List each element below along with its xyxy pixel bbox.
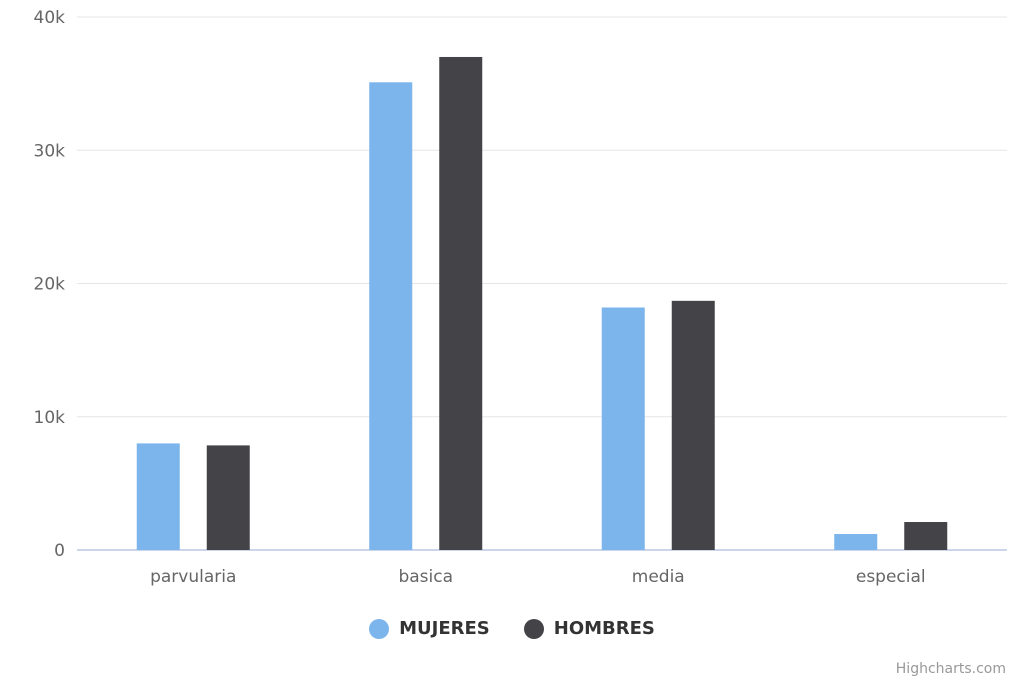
y-tick-label: 40k xyxy=(34,8,66,28)
chart-svg: 0 10k 20k 30k 40k parvularia basica media espec… xyxy=(34,8,1007,587)
x-category-label: media xyxy=(632,567,685,587)
bar-mujeres-basica[interactable] xyxy=(369,82,413,550)
y-tick-label: 0 xyxy=(54,541,65,561)
legend-item-hombres[interactable]: HOMBRES xyxy=(523,618,655,639)
bar-hombres-media[interactable] xyxy=(671,300,715,550)
legend: MUJERES HOMBRES xyxy=(0,618,1024,639)
legend-label: MUJERES xyxy=(399,618,490,639)
bar-mujeres-media[interactable] xyxy=(601,307,645,550)
bar-mujeres-especial[interactable] xyxy=(834,534,878,550)
bar-hombres-especial[interactable] xyxy=(904,522,948,550)
y-tick-label: 20k xyxy=(34,275,66,295)
bar-hombres-parvularia[interactable] xyxy=(206,445,250,550)
x-category-label: parvularia xyxy=(150,567,236,587)
y-tick-label: 10k xyxy=(34,408,66,428)
legend-dot-icon xyxy=(523,618,544,639)
legend-dot-icon xyxy=(369,618,390,639)
legend-label: HOMBRES xyxy=(553,618,655,639)
bar-hombres-basica[interactable] xyxy=(439,56,483,550)
bar-mujeres-parvularia[interactable] xyxy=(136,443,180,550)
legend-item-mujeres[interactable]: MUJERES xyxy=(369,618,490,639)
credits-link[interactable]: Highcharts.com xyxy=(895,661,1006,677)
x-category-label: basica xyxy=(398,567,453,587)
bars xyxy=(136,56,948,550)
y-tick-label: 30k xyxy=(34,141,66,161)
y-axis-ticks: 0 10k 20k 30k 40k xyxy=(34,8,66,561)
x-axis-labels: parvularia basica media especial xyxy=(150,567,926,587)
x-category-label: especial xyxy=(856,567,926,587)
